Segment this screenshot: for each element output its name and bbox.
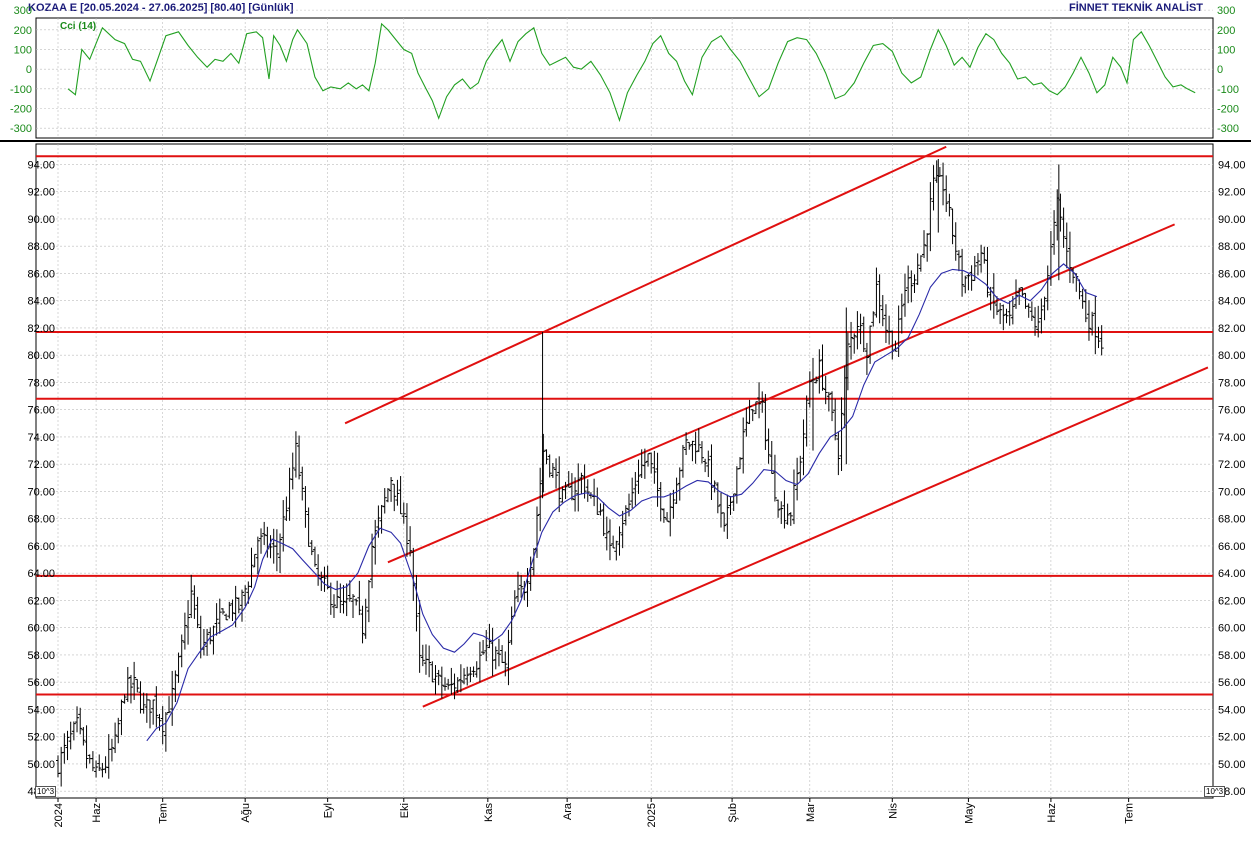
- cci-tick-label-left: 300: [14, 5, 32, 17]
- price-tick-label-left: 86.00: [27, 268, 55, 280]
- price-tick-label-right: 68.00: [1218, 514, 1246, 526]
- y-unit-label-right: 10^3: [1204, 786, 1226, 797]
- price-tick-label-left: 64.00: [27, 568, 55, 580]
- x-tick-label: Kas: [483, 803, 495, 822]
- cci-indicator-label: Cci (14): [60, 21, 97, 32]
- price-tick-label-right: 74.00: [1218, 432, 1246, 444]
- price-tick-label-right: 70.00: [1218, 486, 1246, 498]
- cci-tick-label-right: -300: [1217, 123, 1239, 135]
- x-tick-label: Haz: [91, 803, 103, 823]
- price-tick-label-right: 94.00: [1218, 159, 1246, 171]
- y-unit-label-left: 10^3: [35, 786, 57, 797]
- price-tick-label-right: 54.00: [1218, 704, 1246, 716]
- price-tick-label-right: 88.00: [1218, 241, 1246, 253]
- x-tick-label: Haz: [1046, 803, 1058, 823]
- price-tick-label-left: 72.00: [27, 459, 55, 471]
- cci-series-line: [67, 22, 1196, 123]
- price-tick-label-right: 90.00: [1218, 214, 1246, 226]
- price-tick-label-right: 66.00: [1218, 541, 1246, 553]
- cci-tick-label-right: 0: [1217, 64, 1223, 76]
- price-tick-label-right: 86.00: [1218, 268, 1246, 280]
- chart-frame: [0, 17, 1251, 799]
- x-tick-label: Eki: [399, 803, 411, 818]
- price-tick-label-right: 72.00: [1218, 459, 1246, 471]
- price-tick-label-right: 78.00: [1218, 377, 1246, 389]
- x-tick-label: May: [963, 803, 975, 824]
- axis-tick-labels: 300 300 200 200 100 100 0 0 -100 -100 -200 -200 -300…: [10, 5, 1246, 827]
- price-tick-label-left: 68.00: [27, 514, 55, 526]
- price-tick-label-left: 82.00: [27, 323, 55, 335]
- price-tick-label-left: 58.00: [27, 650, 55, 662]
- price-tick-label-left: 80.00: [27, 350, 55, 362]
- x-tick-label: Tem: [1124, 803, 1136, 824]
- price-tick-label-right: 92.00: [1218, 187, 1246, 199]
- x-tick-label: Şub: [727, 803, 739, 823]
- cci-tick-label-right: 100: [1217, 44, 1235, 56]
- trend-line: [387, 223, 1176, 564]
- indicator-panel-frame: [35, 17, 1214, 139]
- price-tick-label-left: 84.00: [27, 296, 55, 308]
- price-tick-label-left: 60.00: [27, 623, 55, 635]
- x-tick-label: Mar: [805, 803, 817, 822]
- price-tick-label-left: 88.00: [27, 241, 55, 253]
- price-tick-label-left: 94.00: [27, 159, 55, 171]
- price-tick-label-right: 58.00: [1218, 650, 1246, 662]
- cci-tick-label-left: 100: [14, 44, 32, 56]
- moving-average: [146, 263, 1098, 742]
- cci-line: [67, 22, 1196, 123]
- price-tick-label-right: 60.00: [1218, 623, 1246, 635]
- price-tick-label-right: 84.00: [1218, 296, 1246, 308]
- price-tick-label-left: 52.00: [27, 732, 55, 744]
- cci-tick-label-right: -200: [1217, 103, 1239, 115]
- vendor-label: FİNNET TEKNİK ANALİST: [1068, 2, 1203, 14]
- price-tick-label-right: 56.00: [1218, 677, 1246, 689]
- x-tick-label: Ara: [562, 802, 574, 820]
- x-tick-label: Tem: [158, 803, 170, 824]
- x-tick-label: 2024: [53, 803, 65, 827]
- horizontal-levels: [36, 155, 1213, 696]
- price-tick-label-left: 74.00: [27, 432, 55, 444]
- price-tick-label-right: 76.00: [1218, 405, 1246, 417]
- price-tick-label-left: 90.00: [27, 214, 55, 226]
- grid-lines: [36, 9, 1213, 802]
- price-tick-label-left: 56.00: [27, 677, 55, 689]
- price-tick-label-left: 92.00: [27, 187, 55, 199]
- x-tick-label: Nis: [887, 803, 899, 819]
- price-tick-label-right: 52.00: [1218, 732, 1246, 744]
- cci-tick-label-left: -300: [10, 123, 32, 135]
- price-tick-label-left: 62.00: [27, 595, 55, 607]
- price-tick-label-left: 70.00: [27, 486, 55, 498]
- price-bars: [56, 158, 1104, 787]
- trend-line: [344, 145, 947, 425]
- price-tick-label-left: 76.00: [27, 405, 55, 417]
- price-tick-label-left: 50.00: [27, 759, 55, 771]
- price-tick-label-right: 62.00: [1218, 595, 1246, 607]
- x-tick-label: Ağu: [240, 803, 252, 823]
- cci-tick-label-right: -100: [1217, 84, 1239, 96]
- cci-tick-label-left: -100: [10, 84, 32, 96]
- moving-average-line: [146, 263, 1098, 742]
- price-tick-label-right: 64.00: [1218, 568, 1246, 580]
- trend-line: [422, 366, 1209, 708]
- cci-tick-label-left: 200: [14, 25, 32, 37]
- price-panel-frame: [35, 143, 1214, 799]
- trend-lines: [344, 145, 1209, 708]
- price-tick-label-left: 66.00: [27, 541, 55, 553]
- price-tick-label-left: 78.00: [27, 377, 55, 389]
- chart-title: KOZAA E [20.05.2024 - 27.06.2025] [80.40…: [28, 2, 294, 14]
- cci-tick-label-right: 300: [1217, 5, 1235, 17]
- x-tick-label: 2025: [646, 803, 658, 827]
- cci-tick-label-right: 200: [1217, 25, 1235, 37]
- cci-tick-label-left: -200: [10, 103, 32, 115]
- cci-tick-label-left: 0: [26, 64, 32, 76]
- x-tick-label: Eyl: [323, 803, 335, 818]
- price-tick-label-left: 54.00: [27, 704, 55, 716]
- price-tick-label-right: 80.00: [1218, 350, 1246, 362]
- price-tick-label-right: 82.00: [1218, 323, 1246, 335]
- price-tick-label-right: 50.00: [1218, 759, 1246, 771]
